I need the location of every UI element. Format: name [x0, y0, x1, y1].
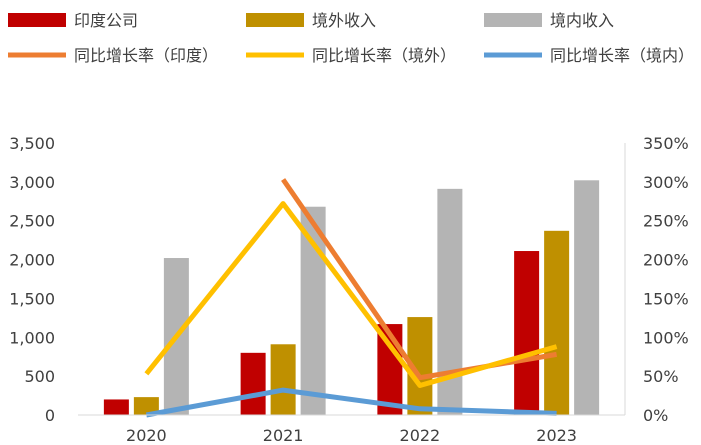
right-tick-label: 200%: [643, 251, 689, 270]
legend-swatch: [484, 13, 542, 27]
x-axis: 2020 2021 2022 2023: [78, 414, 625, 445]
legend-label: 境外收入: [312, 11, 376, 30]
legend-label: 同比增长率（印度）: [74, 46, 218, 65]
x-tick-label: 2023: [536, 426, 577, 445]
bar: [133, 397, 159, 415]
x-tick-label: 2022: [400, 426, 441, 445]
series-line: [145, 387, 557, 418]
bar: [103, 399, 129, 415]
left-tick-label: 3,500: [9, 134, 55, 153]
legend-label: 境内收入: [550, 11, 614, 30]
legend-label: 同比增长率（境外）: [312, 46, 456, 65]
bar: [544, 230, 570, 415]
left-tick-label: 500: [24, 367, 55, 386]
series-line: [144, 201, 558, 388]
left-tick-label: 0: [45, 406, 55, 425]
right-tick-label: 50%: [643, 367, 679, 386]
legend-label: 印度公司: [74, 11, 138, 30]
bar: [240, 352, 266, 415]
left-tick-label: 3,000: [9, 173, 55, 192]
right-tick-label: 250%: [643, 212, 689, 231]
right-axis: 0% 50% 100% 150% 200% 250% 300% 350%: [624, 134, 689, 425]
x-tick-label: 2020: [126, 426, 167, 445]
left-tick-label: 2,000: [9, 251, 55, 270]
legend-swatch: [8, 13, 66, 27]
left-tick-label: 2,500: [9, 212, 55, 231]
right-tick-label: 350%: [643, 134, 689, 153]
legend-label: 同比增长率（境内）: [550, 46, 694, 65]
bar: [574, 180, 600, 415]
right-tick-label: 300%: [643, 173, 689, 192]
legend-swatch: [246, 13, 304, 27]
bar: [514, 251, 540, 415]
series-line: [281, 178, 558, 381]
right-tick-label: 150%: [643, 289, 689, 308]
bar: [377, 324, 403, 415]
right-tick-label: 100%: [643, 328, 689, 347]
left-axis: 0 500 1,000 1,500 2,000 2,500 3,000 3,500: [9, 134, 55, 425]
bars: [103, 180, 600, 415]
left-tick-label: 1,000: [9, 328, 55, 347]
lines: [144, 178, 558, 418]
bar: [270, 344, 296, 415]
right-tick-label: 0%: [643, 406, 668, 425]
left-tick-label: 1,500: [9, 289, 55, 308]
x-tick-label: 2021: [263, 426, 304, 445]
